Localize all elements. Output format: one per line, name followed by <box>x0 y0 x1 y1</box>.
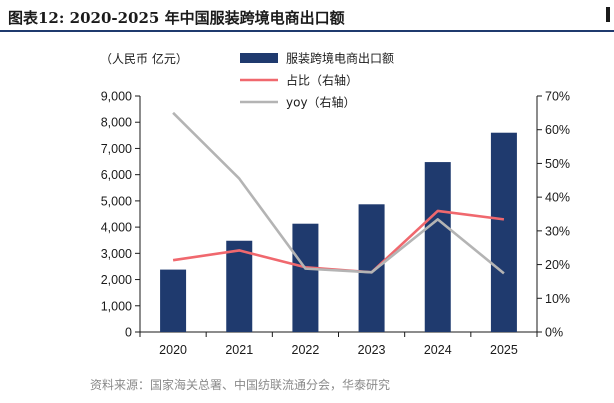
unit-label: （人民币 亿元） <box>100 51 188 66</box>
y-tick-label-left: 7,000 <box>101 142 132 156</box>
x-tick-label: 2022 <box>292 343 320 357</box>
x-tick-label: 2025 <box>490 343 518 357</box>
x-tick-label: 2020 <box>159 343 187 357</box>
y-tick-label-left: 0 <box>125 326 132 340</box>
y-tick-label-right: 40% <box>545 191 570 205</box>
legend-label: yoy（右轴） <box>286 95 356 110</box>
title-bar: 图表12: 2020-2025 年中国服装跨境电商出口额 <box>0 0 614 32</box>
y-tick-label-right: 20% <box>545 258 570 272</box>
chart-canvas: （人民币 亿元） 0 1,000 2,000 3,000 4,000 5,000 6,000 7… <box>100 51 570 358</box>
source-note: 资料来源：国家海关总署、中国纺联流通分会，华泰研究 <box>90 378 391 392</box>
bar-export-value <box>490 132 517 332</box>
y-tick-label-right: 30% <box>545 224 570 238</box>
legend-label: 服装跨境电商出口额 <box>286 51 394 66</box>
y-tick-label-left: 4,000 <box>101 221 132 235</box>
y-tick-label-left: 1,000 <box>101 299 132 313</box>
y-tick-label-left: 5,000 <box>101 194 132 208</box>
x-tick-label: 2021 <box>225 343 253 357</box>
x-tick-label: 2023 <box>358 343 386 357</box>
y-tick-label-right: 60% <box>545 123 570 137</box>
y-tick-label-left: 6,000 <box>101 168 132 182</box>
y-tick-label-left: 8,000 <box>101 116 132 130</box>
y-tick-label-right: 50% <box>545 157 570 171</box>
legend-swatch-bar <box>240 53 278 63</box>
bar-export-value <box>292 223 319 332</box>
y-tick-label-right: 10% <box>545 292 570 306</box>
line-yoy <box>172 111 505 275</box>
line-share <box>172 209 505 274</box>
bar-export-value <box>226 240 253 332</box>
y-tick-label-left: 9,000 <box>101 90 132 104</box>
y-tick-label-left: 3,000 <box>101 247 132 261</box>
y-tick-label-left: 2,000 <box>101 273 132 287</box>
bar-export-value <box>358 204 385 332</box>
bar-export-value <box>424 162 451 332</box>
x-tick-label: 2024 <box>424 343 452 357</box>
edge-mark <box>606 7 610 22</box>
y-tick-label-right: 70% <box>545 90 570 104</box>
chart-title: 图表12: 2020-2025 年中国服装跨境电商出口额 <box>8 9 345 27</box>
y-tick-label-right: 0% <box>545 326 563 340</box>
legend-label: 占比（右轴） <box>286 73 358 88</box>
bar-export-value <box>160 269 187 332</box>
